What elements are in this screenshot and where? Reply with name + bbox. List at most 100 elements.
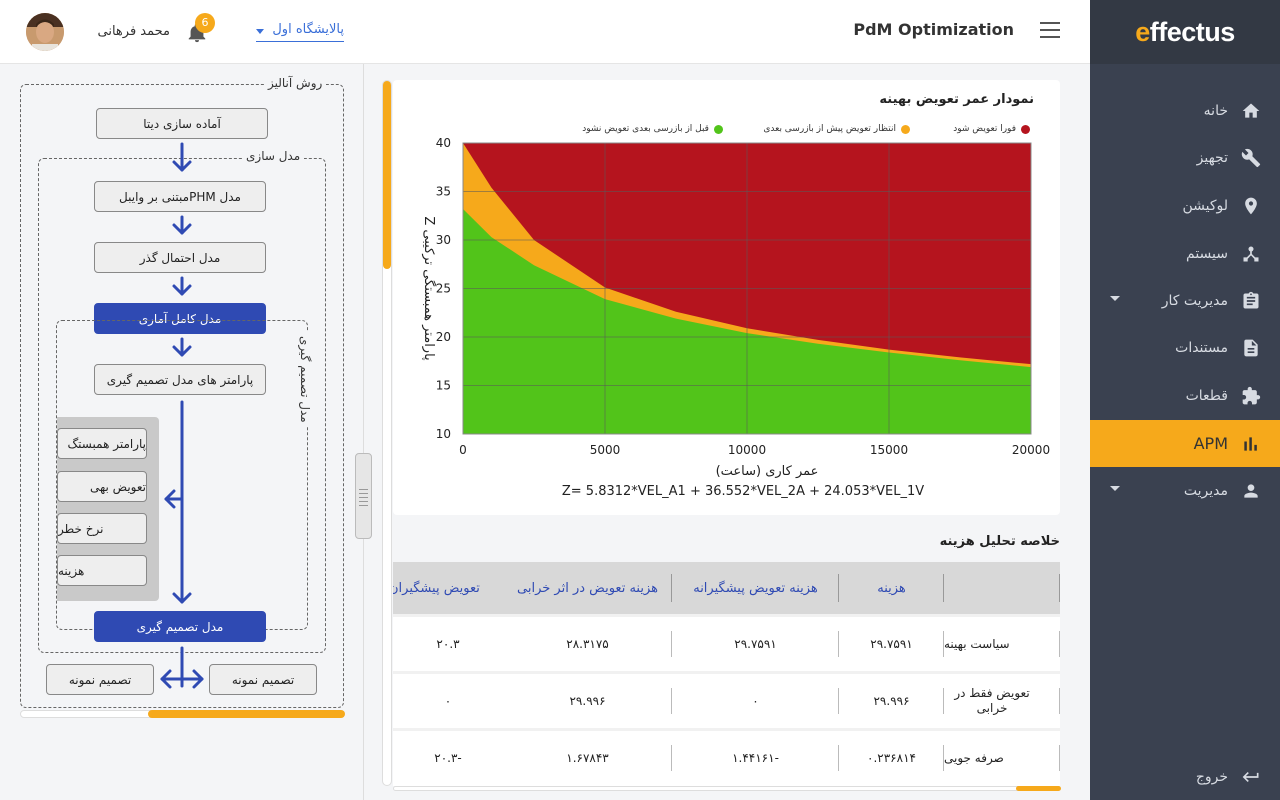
sidebar-item-system[interactable]: سیستم (1090, 230, 1280, 277)
sample-decision-left-box[interactable]: تصمیم نمونه (46, 664, 154, 695)
full-stat-model-box[interactable]: مدل کامل آماری (94, 303, 266, 334)
effectus-logo[interactable]: effectus (1090, 0, 1280, 64)
home-icon (1240, 100, 1262, 122)
header-cell: هزینه تعویض در اثر خرابی (503, 562, 672, 614)
table-row: تعویض فقط در خرابی ۲۹.۹۹۶ ۰ ۲۹.۹۹۶ ۰ (393, 671, 1060, 725)
document-icon (1240, 337, 1262, 359)
row-label: صرفه جویی (944, 731, 1060, 785)
person-icon (1240, 480, 1262, 502)
top-header: PdM Optimization پالایشگاه اول 6 محمد فر… (0, 0, 1090, 64)
table-header: هزینه هزینه تعویض پیشگیرانه هزینه تعویض … (393, 562, 1060, 614)
y-tick-label: 20 (436, 330, 451, 344)
sample-decision-right-box[interactable]: تصمیم نمونه (209, 664, 317, 695)
sidebar-item-apm[interactable]: APM (1090, 420, 1280, 467)
table-cell: ۱.۶۷۸۴۳ (503, 731, 672, 785)
transition-model-box[interactable]: مدل احتمال گذر (94, 242, 266, 273)
table-cell: ۰.۲۳۶۸۱۴ (839, 731, 944, 785)
legend-item-wait-replace[interactable]: انتظار تعویض پیش از بازرسی بعدی (763, 124, 910, 134)
header-cell: تعویض پیشگیران (393, 580, 480, 596)
table-row: سیاست بهینه ۲۹.۷۵۹۱ ۲۹.۷۵۹۱ ۲۸.۳۱۷۵ ۲۰.۳ (393, 614, 1060, 668)
x-axis-label: عمر کاری (ساعت) (716, 464, 819, 479)
sidebar-item-parts[interactable]: قطعات (1090, 372, 1280, 419)
optimal-replacement-chart: 0 5000 10000 15000 20000 10 15 20 25 30 35 40 عمر کا… (421, 136, 1050, 479)
header-cell (944, 562, 1060, 614)
table-row: صرفه جویی ۰.۲۳۶۸۱۴ -۱.۴۴۱۶۱ ۱.۶۷۸۴۳ -۲۰.… (393, 728, 1060, 782)
table-cell: -۲۰.۳ (434, 750, 462, 765)
panel-splitter-handle[interactable] (355, 453, 372, 539)
user-name[interactable]: محمد فرهانی (97, 24, 170, 39)
wrench-icon (1240, 147, 1262, 169)
x-tick-label: 20000 (1012, 443, 1050, 457)
sidebar-item-work-management[interactable]: مدیریت کار (1090, 277, 1280, 324)
x-tick-label: 5000 (590, 443, 621, 457)
avatar[interactable] (26, 13, 64, 51)
modeling-label: مدل سازی (242, 149, 305, 163)
table-cell: ۰ (672, 674, 839, 728)
replacement-box[interactable]: تعویض بهی (57, 471, 147, 502)
cost-summary-title: خلاصه تحلیل هزینه (939, 534, 1060, 549)
table-cell: ۲۰.۳ (436, 636, 460, 651)
content-vertical-scrollbar[interactable] (382, 80, 392, 786)
table-cell: ۲۸.۳۱۷۵ (503, 617, 672, 671)
sidebar-item-equipment[interactable]: تجهیز (1090, 134, 1280, 181)
table-cell: ۲۹.۹۹۶ (503, 674, 672, 728)
hazard-rate-box[interactable]: نرخ خطر (57, 513, 147, 544)
param-correlation-box[interactable]: پارامتر همبستگ (57, 428, 147, 459)
chevron-down-icon (256, 29, 264, 34)
flow-arrows (160, 142, 204, 689)
sidebar-item-documents[interactable]: مستندات (1090, 324, 1280, 371)
analysis-method-label: روش آنالیز (264, 76, 327, 90)
analysis-flow-panel: روش آنالیز آماده سازی دیتا مدل سازی مدل … (0, 64, 372, 800)
y-tick-label: 30 (436, 233, 451, 247)
y-tick-label: 25 (436, 282, 451, 296)
legend-swatch (1021, 124, 1030, 134)
logout-icon (1240, 766, 1262, 788)
plot-frame (462, 142, 1032, 435)
x-tick-label: 10000 (728, 443, 766, 457)
y-tick-label: 15 (436, 379, 451, 393)
chart-title: نمودار عمر تعویض بهینه (879, 92, 1034, 107)
flow-horizontal-scrollbar[interactable] (20, 710, 345, 718)
network-icon (1240, 243, 1262, 265)
phm-model-box[interactable]: مدل PHMمبتنی بر وایبل (94, 181, 266, 212)
table-horizontal-scrollbar[interactable] (393, 786, 1061, 791)
table-cell: ۲۹.۹۹۶ (839, 674, 944, 728)
location-pin-icon (1240, 195, 1262, 217)
analysis-method-group (20, 84, 344, 708)
y-tick-label: 40 (436, 136, 451, 150)
sidebar-item-management[interactable]: مدیریت (1090, 467, 1280, 514)
sidebar: effectus خانه تجهیز لوکیشن سیستم مدیریت … (1090, 0, 1280, 800)
table-cell: ۲۹.۷۵۹۱ (839, 617, 944, 671)
y-tick-label: 10 (436, 427, 451, 441)
sidebar-item-home[interactable]: خانه (1090, 87, 1280, 134)
data-prep-box[interactable]: آماده سازی دیتا (96, 108, 268, 139)
cost-box[interactable]: هزینه (57, 555, 147, 586)
chart-formula: Z= 5.8312*VEL_A1 + 36.552*VEL_2A + 24.05… (561, 484, 925, 499)
row-label: سیاست بهینه (944, 617, 1060, 671)
app-title: PdM Optimization (853, 20, 1014, 39)
plant-select[interactable]: پالایشگاه اول (256, 22, 344, 42)
clipboard-icon (1240, 290, 1262, 312)
optimal-replacement-chart-card: 0 5000 10000 15000 20000 10 15 20 25 30 35 40 عمر کا… (393, 80, 1060, 515)
sidebar-item-location[interactable]: لوکیشن (1090, 182, 1280, 229)
hamburger-menu-icon[interactable] (1040, 22, 1060, 40)
puzzle-icon (1240, 385, 1262, 407)
header-cell: هزینه (839, 562, 944, 614)
decision-model-box[interactable]: مدل تصمیم گیری (94, 611, 266, 642)
chevron-down-icon (1110, 296, 1120, 301)
row-label: تعویض فقط در خرابی (944, 674, 1060, 728)
x-tick-label: 15000 (870, 443, 908, 457)
legend-swatch (901, 124, 910, 134)
sidebar-item-logout[interactable]: خروج (1090, 753, 1280, 800)
notification-badge: 6 (195, 13, 215, 33)
plant-select-value: پالایشگاه اول (272, 22, 344, 37)
chevron-down-icon (1110, 486, 1120, 491)
cost-summary-table: هزینه هزینه تعویض پیشگیرانه هزینه تعویض … (393, 562, 1060, 786)
decision-params-box[interactable]: پارامتر های مدل تصمیم گیری (94, 364, 266, 395)
table-cell: -۱.۴۴۱۶۱ (672, 731, 839, 785)
x-tick-label: 0 (459, 443, 467, 457)
y-axis-label: پارامتر همبستگی ترکیبی Z (421, 216, 437, 361)
table-cell: ۲۹.۷۵۹۱ (672, 617, 839, 671)
legend-item-no-replace[interactable]: قبل از بازرسی بعدی تعویض نشود (582, 124, 723, 134)
legend-item-replace-now[interactable]: فورا تعویض شود (953, 124, 1030, 134)
